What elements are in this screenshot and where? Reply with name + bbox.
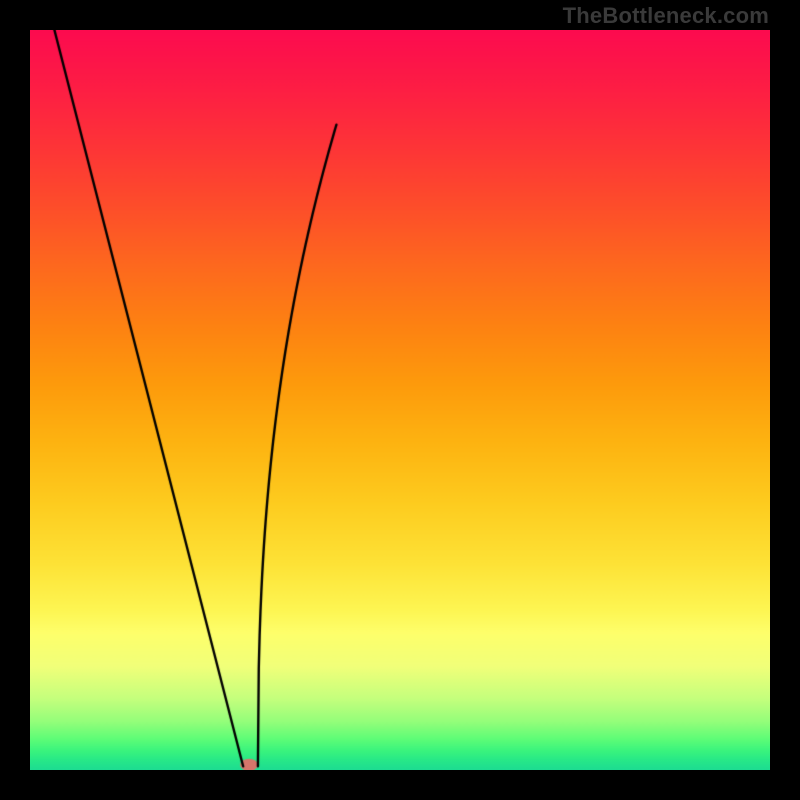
bottleneck-curve-plot xyxy=(30,30,770,770)
frame-bottom xyxy=(0,770,800,800)
frame-right xyxy=(770,0,800,800)
frame-left xyxy=(0,0,30,800)
watermark-text: TheBottleneck.com xyxy=(563,3,769,29)
